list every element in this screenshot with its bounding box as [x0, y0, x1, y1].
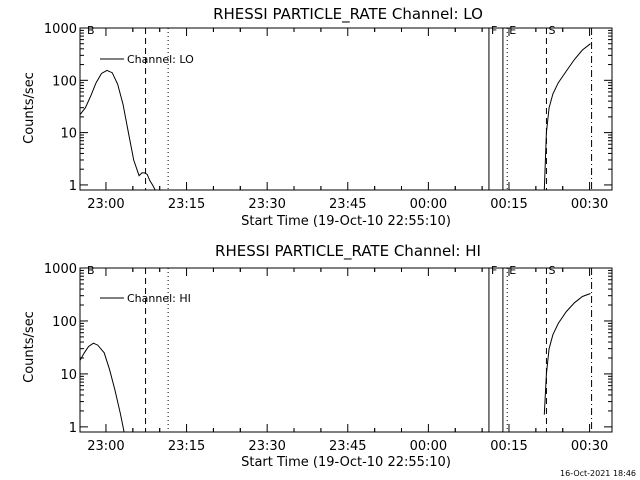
- event-marker-label: B: [87, 24, 95, 37]
- x-tick-label: 23:30: [248, 439, 285, 454]
- x-tick-label: 23:15: [168, 439, 205, 454]
- x-tick-label: 00:15: [490, 439, 527, 454]
- timestamp-footer: 16-Oct-2021 18:46: [560, 469, 636, 478]
- plot-frame: [79, 267, 613, 433]
- event-marker-label: B: [87, 264, 95, 277]
- x-axis-label: Start Time (19-Oct-10 22:55:10): [241, 214, 451, 229]
- x-tick-label: 00:00: [410, 439, 447, 454]
- y-tick-label: 100: [52, 315, 77, 330]
- y-tick-label: 100: [52, 74, 77, 89]
- y-axis-label: Counts/sec: [22, 72, 37, 144]
- chart-panel-lo: RHESSI PARTICLE_RATE Channel: LO Start T…: [22, 5, 613, 229]
- plot-area: 1 10 100 1000 23:00 23:15 23:30 23:45 00:00 00:15…: [44, 22, 613, 212]
- x-axis-label: Start Time (19-Oct-10 22:55:10): [241, 455, 451, 470]
- x-tick-label: 23:45: [329, 197, 366, 212]
- series-line: [543, 43, 591, 191]
- legend-label: Channel: LO: [127, 53, 194, 66]
- y-tick-label: 10: [60, 127, 77, 142]
- series-line: [543, 293, 591, 415]
- event-marker-label: E: [509, 264, 516, 277]
- y-tick-label: 1000: [44, 262, 77, 277]
- x-tick-label: 23:45: [329, 439, 366, 454]
- y-tick-label: 1: [69, 179, 77, 194]
- x-tick-label: 00:00: [410, 197, 447, 212]
- event-marker-label: F: [491, 264, 497, 277]
- event-marker-label: F: [491, 24, 497, 37]
- x-tick-label: 23:00: [87, 439, 124, 454]
- chart-panel-hi: RHESSI PARTICLE_RATE Channel: HI Start T…: [22, 242, 613, 470]
- x-tick-label: 23:30: [248, 197, 285, 212]
- y-tick-label: 1: [69, 421, 77, 436]
- chart-title: RHESSI PARTICLE_RATE Channel: LO: [213, 5, 483, 24]
- x-tick-label: 00:30: [571, 197, 608, 212]
- x-tick-label: 00:30: [571, 439, 608, 454]
- plot-frame: [79, 27, 613, 191]
- event-marker-label: S: [548, 264, 555, 277]
- x-tick-label: 23:15: [168, 197, 205, 212]
- plot-area: 1 10 100 1000 23:00 23:15 23:30 23:45 00:00 00:15…: [44, 262, 613, 454]
- series-line: [79, 342, 125, 433]
- series-line: [79, 69, 156, 191]
- y-tick-label: 1000: [44, 22, 77, 37]
- x-tick-label: 23:00: [87, 197, 124, 212]
- x-tick-label: 00:15: [490, 197, 527, 212]
- event-marker-label: S: [548, 24, 555, 37]
- y-axis-label: Counts/sec: [22, 311, 37, 383]
- event-marker-label: E: [509, 24, 516, 37]
- chart-title: RHESSI PARTICLE_RATE Channel: HI: [215, 242, 481, 261]
- y-tick-label: 10: [60, 368, 77, 383]
- legend-label: Channel: HI: [127, 292, 191, 305]
